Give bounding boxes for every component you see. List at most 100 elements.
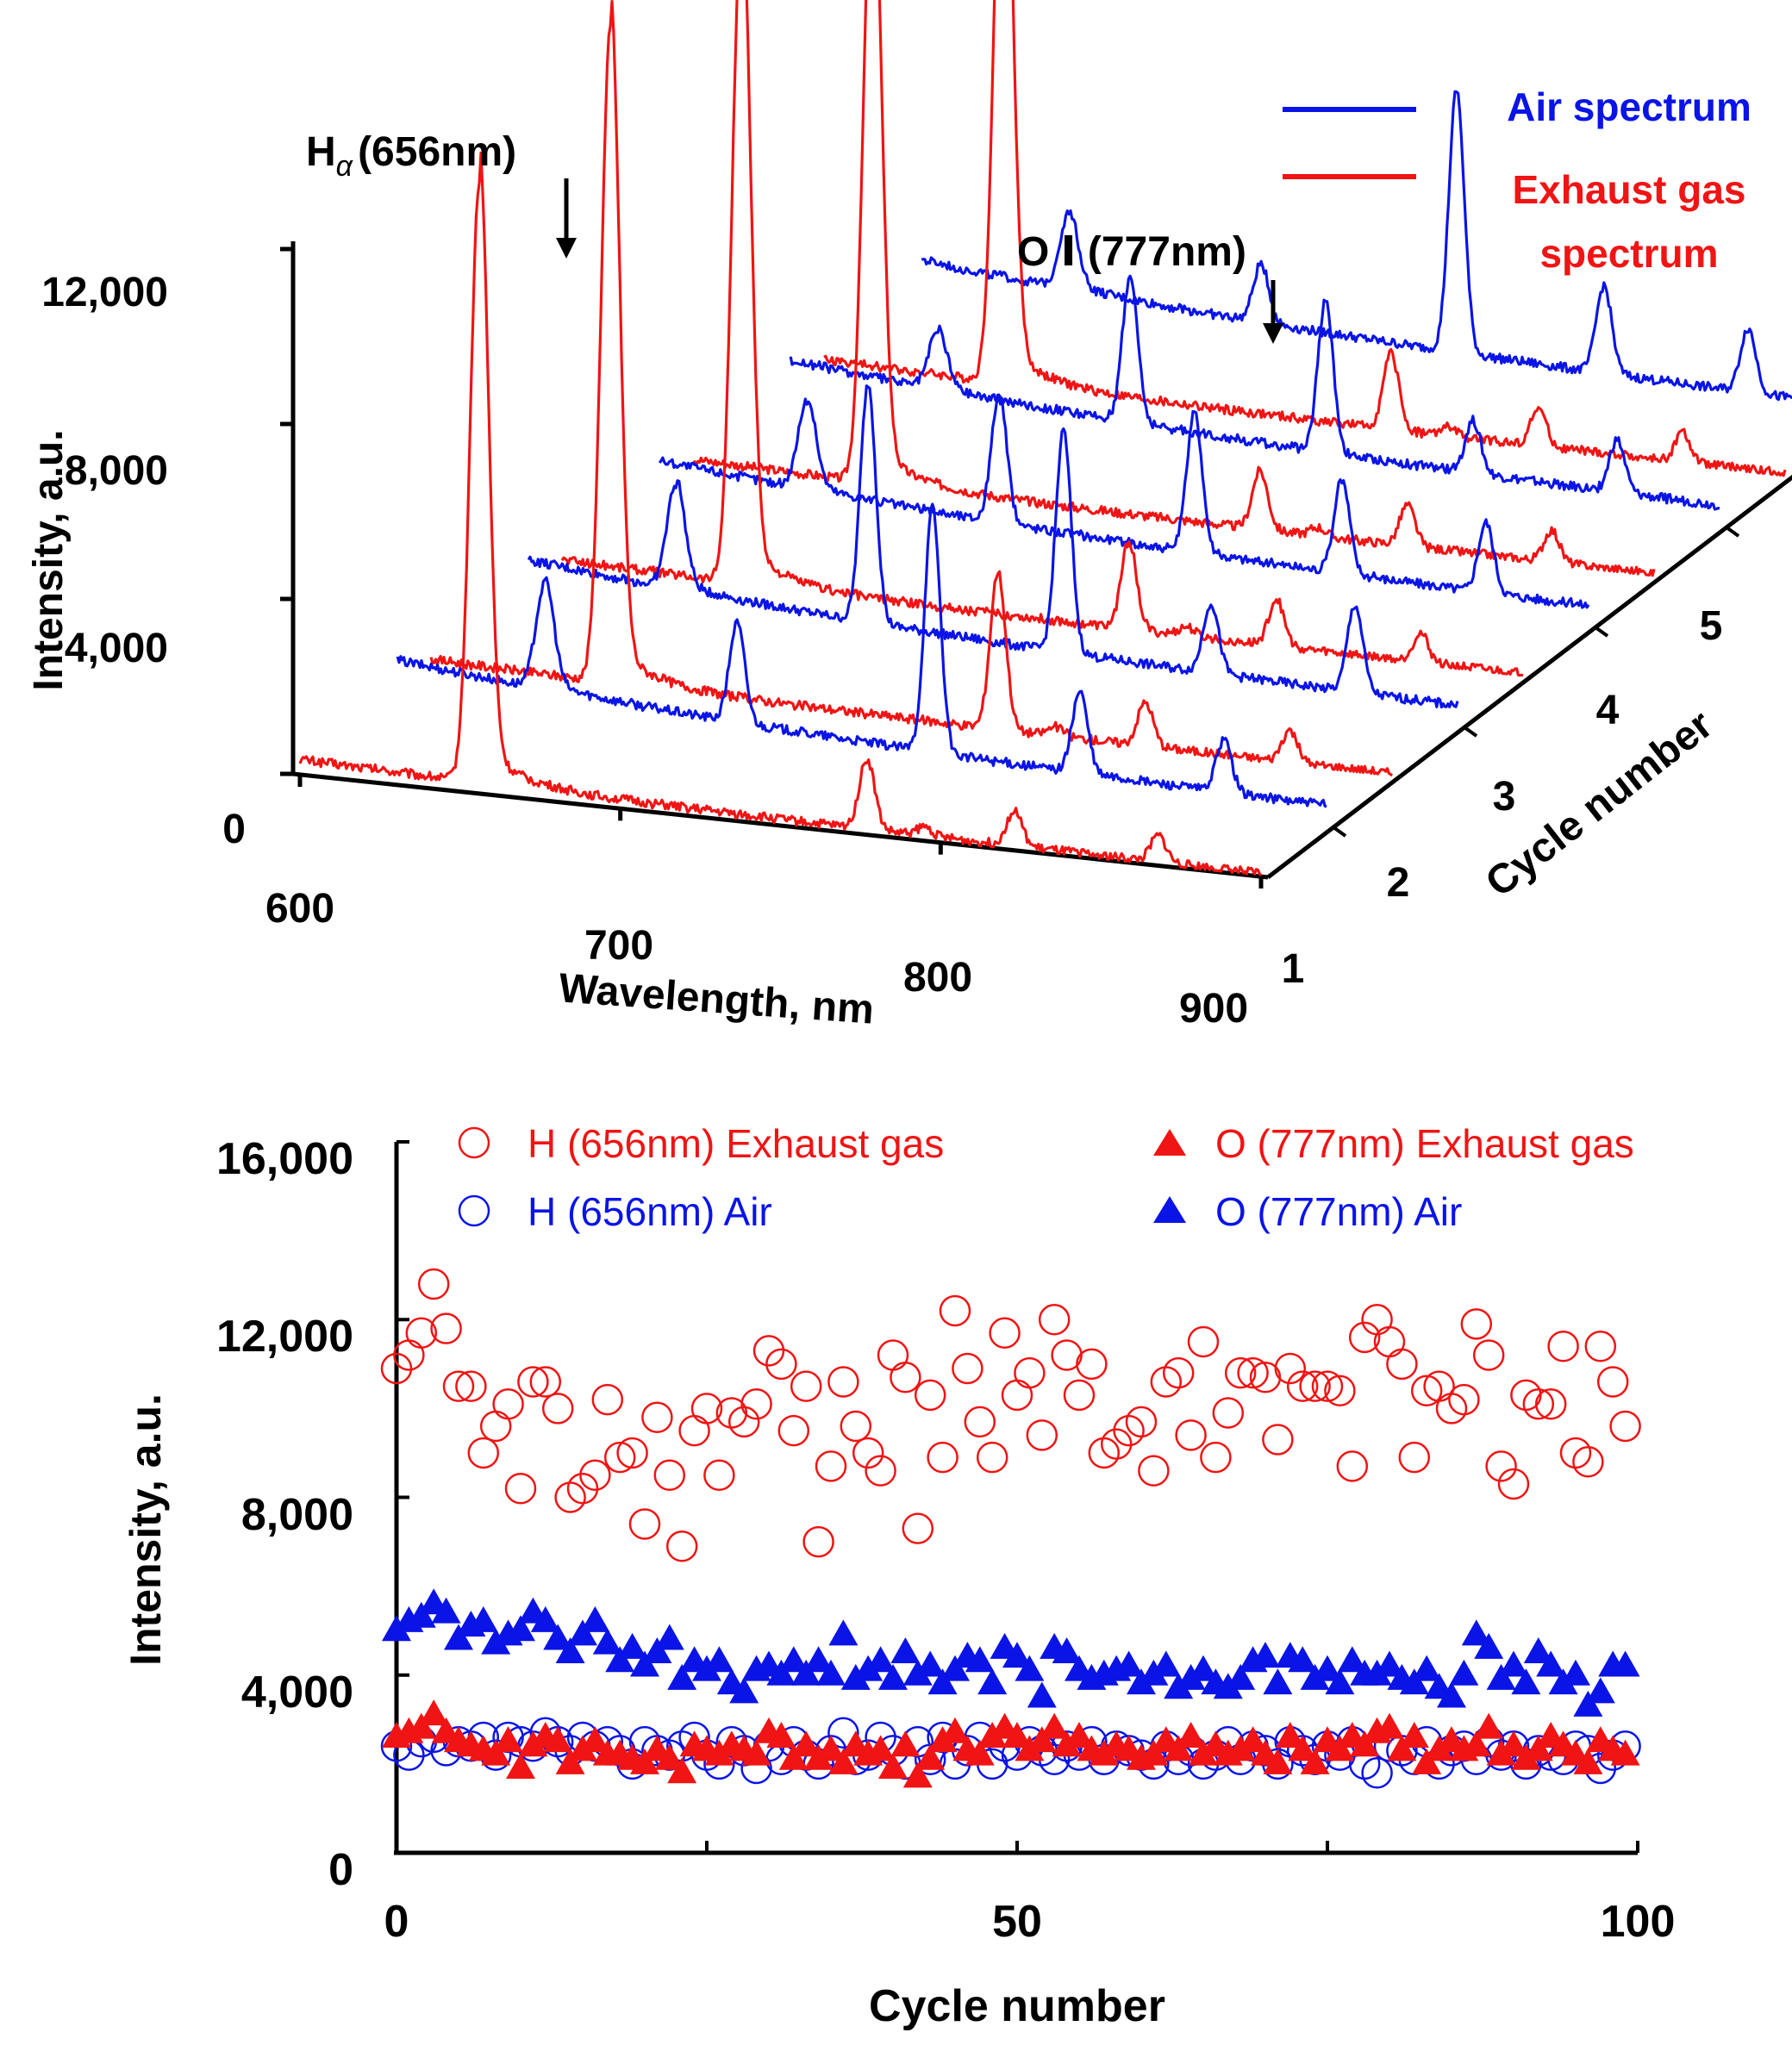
- legend-label-h-exhaust: H (656nm) Exhaust gas: [528, 1121, 944, 1166]
- scatter-point-triangle: [568, 1619, 597, 1646]
- scatter-point-circle: [964, 1406, 996, 1438]
- scatter-point-triangle: [1238, 1726, 1268, 1753]
- scatter-point-triangle: [977, 1668, 1008, 1695]
- scatter-point-circle: [815, 1450, 847, 1482]
- scatter-point-triangle: [1424, 1735, 1454, 1761]
- scatter-point-triangle: [1089, 1739, 1119, 1766]
- scatter-point-triangle: [1523, 1735, 1553, 1761]
- scatter-point-circle: [529, 1366, 562, 1398]
- z-tick-label: 5: [1700, 603, 1723, 649]
- scatter-point-circle: [1138, 1455, 1170, 1487]
- scatter-point-triangle: [1213, 1673, 1243, 1699]
- scatter-ticks: [395, 1140, 1639, 1855]
- scatter-point-triangle: [940, 1655, 970, 1681]
- spectra-traces: [298, 0, 1792, 876]
- scatter-point-circle: [989, 1317, 1021, 1349]
- scatter-point-circle: [790, 1370, 822, 1402]
- scatter-point-triangle: [1536, 1650, 1566, 1677]
- scatter-point-circle: [1237, 1356, 1269, 1389]
- scatter-point-triangle: [382, 1615, 411, 1642]
- scatter-point-circle: [1175, 1419, 1207, 1451]
- h-alpha-subscript: α: [336, 150, 354, 183]
- scatter-point-triangle: [704, 1646, 734, 1673]
- scatter-point-triangle: [915, 1743, 946, 1770]
- scatter-point-triangle: [741, 1739, 771, 1766]
- scatter-point-triangle: [1002, 1642, 1032, 1668]
- scatter-point-triangle: [1523, 1637, 1553, 1663]
- scatter-point-triangle: [965, 1646, 995, 1673]
- scatter-point-triangle: [1350, 1730, 1380, 1757]
- scatter-point-triangle: [1399, 1721, 1429, 1748]
- y-tick-label: 0: [222, 807, 246, 852]
- z-tick-label: 1: [1282, 946, 1305, 992]
- scatter-point-triangle: [1189, 1739, 1218, 1766]
- scatter-point-circle: [1249, 1362, 1282, 1393]
- scatter-point-triangle: [1040, 1712, 1070, 1739]
- scatter-point-triangle: [1139, 1739, 1169, 1766]
- scatter-point-triangle: [1399, 1668, 1429, 1695]
- x-tick-label: 900: [1179, 986, 1248, 1032]
- z-tick-label: 3: [1493, 774, 1516, 820]
- y-tick-label: 8,000: [241, 1490, 353, 1540]
- scatter-point-triangle: [940, 1717, 970, 1743]
- scatter-point-triangle: [568, 1735, 597, 1761]
- scatter-point-triangle: [1325, 1735, 1355, 1761]
- scatter-point-circle: [492, 1387, 524, 1420]
- scatter-point-triangle: [1300, 1663, 1330, 1690]
- scatter-point-circle: [442, 1370, 475, 1402]
- y-tick-label: 16,000: [216, 1134, 353, 1184]
- scatter-point-circle: [852, 1437, 884, 1469]
- scatter-point-circle: [1187, 1325, 1220, 1358]
- legend-marker-o-air: [1153, 1196, 1186, 1223]
- scatter-point-circle: [1348, 1321, 1381, 1354]
- scatter-point-triangle: [1226, 1735, 1256, 1761]
- x-tick-label: 800: [903, 955, 972, 1001]
- spectra-legend: Air spectrum Exhaust gas spectrum: [1283, 84, 1751, 276]
- scatter-point-triangle: [1052, 1637, 1082, 1663]
- exhaust-spectrum-line: [298, 151, 1263, 876]
- scatter-point-triangle: [766, 1659, 796, 1686]
- air-spectrum-line: [396, 502, 1327, 808]
- spectra-axes: [280, 241, 1792, 888]
- scatter-point-triangle: [1585, 1677, 1615, 1704]
- o-i-arrow: [1263, 280, 1283, 344]
- scatter-point-circle: [1398, 1441, 1431, 1474]
- scatter-point-triangle: [1474, 1632, 1504, 1659]
- y-tick-label: 4,000: [241, 1668, 353, 1718]
- scatter-point-triangle: [1511, 1668, 1541, 1695]
- scatter-point-circle: [765, 1348, 797, 1381]
- scatter-point-triangle: [605, 1646, 635, 1673]
- exhaust-spectrum-line: [823, 0, 1787, 477]
- scatter-point-circle: [579, 1459, 611, 1491]
- legend-label-o-exhaust: O (777nm) Exhaust gas: [1215, 1121, 1634, 1166]
- scatter-point-triangle: [1027, 1681, 1057, 1708]
- scatter-point-circle: [1262, 1424, 1294, 1456]
- scatter-point-circle: [927, 1441, 958, 1474]
- scatter-point-triangle: [1288, 1646, 1318, 1673]
- scatter-point-circle: [690, 1393, 723, 1425]
- scatter-point-circle: [541, 1393, 574, 1425]
- scatter-point-triangle: [816, 1659, 846, 1686]
- scatter-point-triangle: [828, 1748, 859, 1774]
- scatter-point-triangle: [1375, 1650, 1404, 1677]
- scatter-point-triangle: [419, 1699, 449, 1726]
- scatter-point-circle: [1051, 1339, 1083, 1371]
- z-tick-label: 4: [1596, 688, 1620, 733]
- scatter-point-triangle: [580, 1605, 610, 1632]
- scatter-point-circle: [616, 1437, 648, 1469]
- scatter-point-triangle: [431, 1597, 461, 1624]
- scatter-point-triangle: [1052, 1730, 1082, 1757]
- scatter-point-triangle: [1573, 1748, 1603, 1774]
- scatter-point-circle: [665, 1530, 698, 1562]
- scatter-point-circle: [1125, 1406, 1158, 1438]
- scatter-point-circle: [1485, 1450, 1517, 1482]
- scatter-point-triangle: [1337, 1646, 1367, 1673]
- y-axis-title: Intensity, a.u.: [122, 1393, 170, 1666]
- scatter-point-triangle: [444, 1624, 473, 1650]
- scatter-point-circle: [591, 1383, 624, 1416]
- scatter-point-triangle: [543, 1726, 573, 1753]
- scatter-point-circle: [417, 1268, 450, 1300]
- scatter-point-triangle: [1375, 1712, 1404, 1739]
- scatter-point-triangle: [1387, 1735, 1417, 1761]
- scatter-point-triangle: [1176, 1663, 1206, 1690]
